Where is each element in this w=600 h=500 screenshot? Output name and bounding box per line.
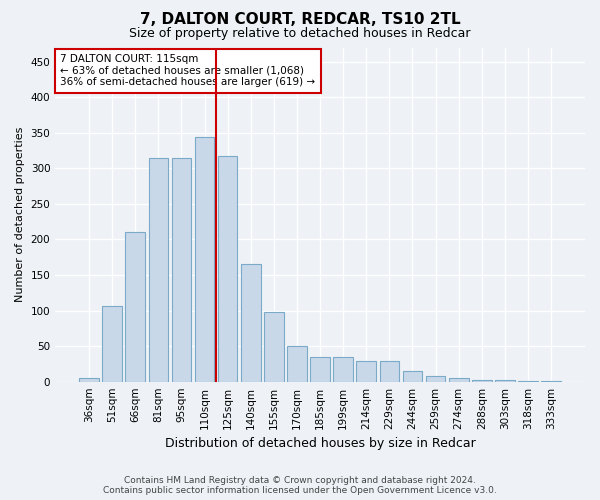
- Bar: [195, 137, 214, 382]
- Bar: [264, 312, 284, 382]
- Bar: [125, 232, 145, 382]
- Bar: [103, 306, 122, 382]
- Bar: [310, 357, 330, 382]
- X-axis label: Distribution of detached houses by size in Redcar: Distribution of detached houses by size …: [165, 437, 475, 450]
- Bar: [518, 381, 538, 382]
- Text: 7 DALTON COURT: 115sqm
← 63% of detached houses are smaller (1,068)
36% of semi-: 7 DALTON COURT: 115sqm ← 63% of detached…: [61, 54, 316, 88]
- Bar: [356, 361, 376, 382]
- Y-axis label: Number of detached properties: Number of detached properties: [15, 127, 25, 302]
- Bar: [287, 346, 307, 382]
- Bar: [241, 264, 260, 382]
- Bar: [334, 357, 353, 382]
- Bar: [380, 361, 399, 382]
- Bar: [149, 158, 168, 382]
- Bar: [79, 378, 99, 382]
- Bar: [403, 371, 422, 382]
- Text: 7, DALTON COURT, REDCAR, TS10 2TL: 7, DALTON COURT, REDCAR, TS10 2TL: [140, 12, 460, 28]
- Text: Size of property relative to detached houses in Redcar: Size of property relative to detached ho…: [129, 28, 471, 40]
- Text: Contains HM Land Registry data © Crown copyright and database right 2024.
Contai: Contains HM Land Registry data © Crown c…: [103, 476, 497, 495]
- Bar: [218, 156, 238, 382]
- Bar: [472, 380, 491, 382]
- Bar: [172, 158, 191, 382]
- Bar: [426, 376, 445, 382]
- Bar: [449, 378, 469, 382]
- Bar: [495, 380, 515, 382]
- Bar: [541, 381, 561, 382]
